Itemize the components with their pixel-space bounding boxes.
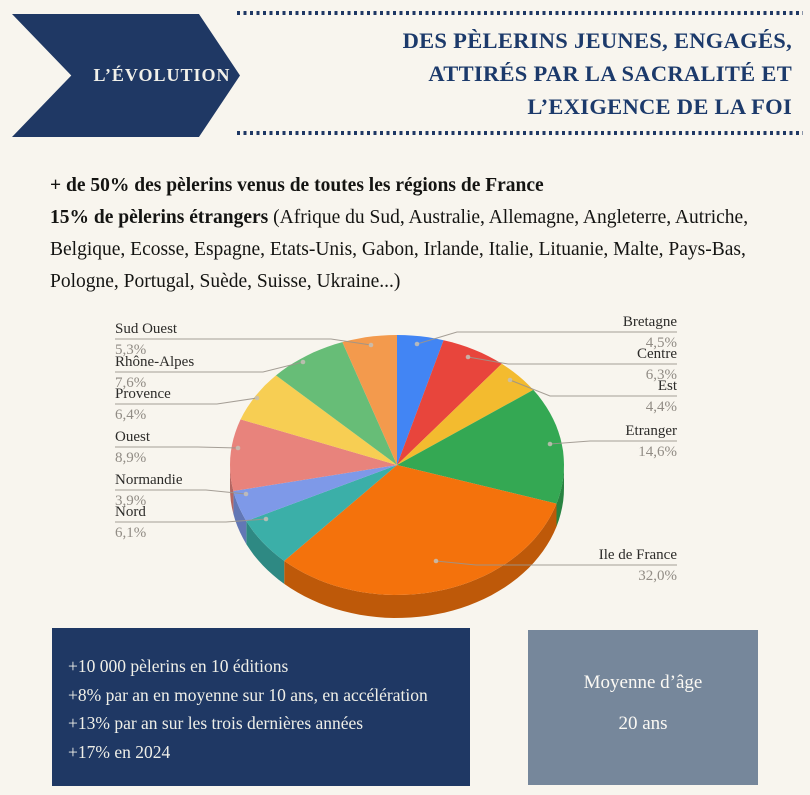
stat-line: +8% par an en moyenne sur 10 ans, en acc… xyxy=(68,684,428,705)
pie-slice-etranger xyxy=(397,389,564,504)
pie-label-rh-ne-alpes: Rhône-Alpes 7,6% xyxy=(115,354,195,392)
pie-label-centre: Centre 6,3% xyxy=(637,346,677,384)
pie-label-nord: Nord 6,1% xyxy=(115,504,147,542)
pie-label-percent: 6,3% xyxy=(645,366,677,383)
average-age-box: Moyenne d’âge 20 ans xyxy=(528,630,758,785)
banner-label: L’ÉVOLUTION xyxy=(93,65,231,85)
pie-label-percent: 32,0% xyxy=(638,567,677,584)
dotted-rule-top xyxy=(237,11,803,15)
pie-label-name: Bretagne xyxy=(622,314,677,330)
pie-label-ile-de-france: Ile de France 32,0% xyxy=(598,547,677,585)
pie-label-percent: 6,4% xyxy=(115,406,147,423)
pie-label-name: Sud Ouest xyxy=(115,321,178,337)
pie-slice-side xyxy=(556,465,564,527)
age-box-title: Moyenne d’âge xyxy=(583,672,703,693)
pie-label-percent: 6,1% xyxy=(115,524,147,541)
pie-slice-ouest xyxy=(230,419,397,491)
pie-label-name: Ouest xyxy=(115,429,150,445)
pie-label-name: Etranger xyxy=(625,423,677,439)
pie-slice-nord xyxy=(246,465,397,561)
pie-slice-bretagne xyxy=(397,335,444,465)
stat-line: +10 000 pèlerins en 10 éditions xyxy=(68,656,289,676)
pie-label-percent: 3,9% xyxy=(115,492,147,509)
pie-slice-centre xyxy=(397,340,502,465)
pie-label-name: Rhône-Alpes xyxy=(115,354,195,370)
pie-slice-provence xyxy=(240,375,397,465)
pie-leader-dot xyxy=(368,342,374,348)
pie-label-percent: 4,4% xyxy=(645,398,677,415)
pie-leader-dot xyxy=(547,441,553,447)
title-line-1: DES PÈLERINS JEUNES, ENGAGÉS, xyxy=(402,28,792,53)
title-line-3: L’EXIGENCE DE LA FOI xyxy=(527,94,792,119)
pie-label-ouest: Ouest 8,9% xyxy=(115,429,150,467)
pie-leader-dot xyxy=(254,395,260,401)
pie-label-percent: 7,6% xyxy=(115,374,147,391)
title-line-2: ATTIRÉS PAR LA SACRALITÉ ET xyxy=(428,61,792,86)
pie-slice-normandie xyxy=(233,465,397,522)
pie-leader-dot xyxy=(465,354,471,360)
intro-paragraph: + de 50% des pèlerins venus de toutes le… xyxy=(50,170,768,298)
pie-slice-side xyxy=(230,465,234,514)
stat-line: +13% par an sur les trois dernières anné… xyxy=(68,713,364,733)
pie-slice-ile-de-france xyxy=(284,465,557,595)
pie-label-name: Centre xyxy=(637,346,677,362)
dotted-rule-bottom xyxy=(237,131,803,135)
pie-label-est: Est 4,4% xyxy=(645,378,677,416)
intro-line-1: + de 50% des pèlerins venus de toutes le… xyxy=(50,175,544,196)
growth-stats-box: +10 000 pèlerins en 10 éditions +8% par … xyxy=(52,628,470,786)
pie-label-provence: Provence 6,4% xyxy=(115,386,171,424)
pie-slice-side xyxy=(246,521,285,584)
pie-label-percent: 8,9% xyxy=(115,449,147,466)
pie-slice-est xyxy=(397,363,534,465)
pie-slice-rh-ne-alpes xyxy=(276,342,397,465)
pie-label-sud-ouest: Sud Ouest 5,3% xyxy=(115,321,178,359)
pie-label-name: Est xyxy=(657,378,677,394)
pie-slice-sud-ouest xyxy=(342,335,397,465)
stat-line: +17% en 2024 xyxy=(68,741,171,762)
pie-leader-dot xyxy=(300,359,306,365)
pie-label-bretagne: Bretagne 4,5% xyxy=(622,314,677,352)
pie-label-name: Normandie xyxy=(115,472,183,488)
page-title: DES PÈLERINS JEUNES, ENGAGÉS, ATTIRÉS PA… xyxy=(192,24,792,123)
pie-leader-dot xyxy=(243,491,249,497)
pie-leader-dot xyxy=(235,445,241,451)
pie-label-name: Nord xyxy=(115,504,146,520)
pie-leader-dot xyxy=(414,341,420,347)
age-box-value: 20 ans xyxy=(618,713,668,734)
pie-label-name: Ile de France xyxy=(598,547,677,563)
pie-label-name: Provence xyxy=(115,386,171,402)
pie-leader-dot xyxy=(507,377,513,383)
pie-label-percent: 14,6% xyxy=(638,443,677,460)
pie-leader-dot xyxy=(433,558,439,564)
pie-label-percent: 4,5% xyxy=(645,334,677,351)
pie-leader-dot xyxy=(263,516,269,522)
intro-line-2: 15% de pèlerins étrangers (Afrique du Su… xyxy=(50,207,749,292)
pie-slice-side xyxy=(284,503,557,618)
pie-label-percent: 5,3% xyxy=(115,341,147,358)
pie-label-normandie: Normandie 3,9% xyxy=(115,472,183,510)
pie-label-etranger: Etranger 14,6% xyxy=(625,423,677,461)
pie-slice-side xyxy=(233,491,247,545)
